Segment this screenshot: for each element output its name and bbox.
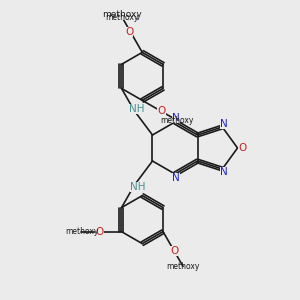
Text: N: N (172, 113, 180, 123)
Text: O: O (157, 106, 166, 116)
Text: methoxy: methoxy (167, 262, 200, 271)
Text: N: N (172, 173, 180, 183)
Text: O: O (170, 246, 178, 256)
Text: O: O (238, 143, 247, 153)
Text: methoxy: methoxy (102, 11, 142, 20)
Text: methoxy: methoxy (102, 10, 142, 19)
Text: N: N (220, 119, 228, 129)
Text: methoxy: methoxy (106, 13, 139, 22)
Text: O: O (125, 27, 134, 37)
Text: N: N (220, 167, 228, 177)
Text: methoxy: methoxy (160, 116, 194, 125)
Text: NH: NH (130, 182, 145, 192)
Text: NH: NH (129, 104, 144, 114)
Text: methoxy: methoxy (65, 227, 98, 236)
Text: O: O (95, 226, 104, 237)
